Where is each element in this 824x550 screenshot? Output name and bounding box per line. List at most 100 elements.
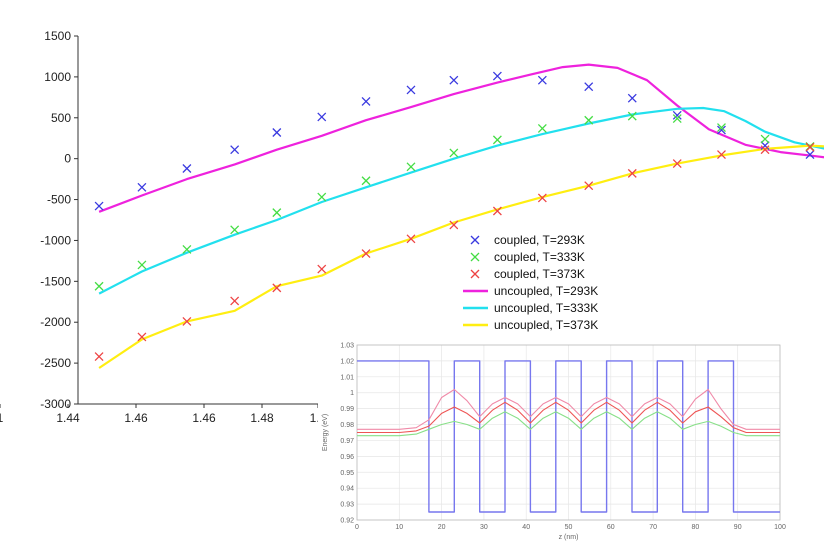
point-stroke [230,145,240,155]
inset-x-tick-label: 60 [607,524,615,531]
point-stroke [492,71,502,81]
inset-series-line [357,401,780,434]
point-stroke [717,125,726,135]
point-stroke [672,159,682,169]
y-tick-label: -3000 [40,397,71,411]
y-tick-label: -2500 [40,356,71,370]
point-stroke [230,296,240,306]
point-stroke [230,225,240,235]
point-stroke [137,332,147,342]
data-point [717,125,726,135]
series-line [98,63,824,213]
point-stroke [272,283,282,293]
y-tick-label: 1000 [44,70,71,84]
inset-x-tick-label: 20 [438,524,446,531]
legend-entry: coupled, T=293K [470,233,585,247]
y-tick-label: -1000 [40,233,71,247]
data-point [317,112,327,122]
legend-label: uncoupled, T=293K [494,284,598,298]
data-point [760,141,770,151]
legend-entry: coupled, T=373K [470,267,585,281]
point-stroke [182,164,192,173]
data-point [584,82,594,92]
data-point [537,123,547,133]
inset-x-tick-label: 80 [692,524,700,531]
legend-marker [470,269,480,279]
inset-y-tick-label: 0.96 [340,454,354,461]
data-point [584,115,594,125]
data-point [317,264,327,274]
inset-x-tick-label: 70 [649,524,657,531]
inset-y-tick-label: 0.93 [340,502,354,509]
point-stroke [272,208,282,218]
data-point [717,123,726,133]
data-point [94,281,104,291]
legend-marker [470,235,480,245]
inset-y-axis-title: Energy (eV) [322,414,329,451]
data-point [137,260,147,270]
point-stroke [137,182,147,192]
data-point [361,249,371,258]
data-point [672,159,682,169]
inset-y-tick-label: 1.02 [340,358,354,365]
data-point [406,234,416,244]
point-stroke [537,75,547,85]
data-point [94,352,104,362]
data-point [537,193,547,203]
legend-label: coupled, T=333K [494,250,585,264]
inset-y-tick-label: 0.97 [340,438,354,445]
y-tick-label: 1500 [44,29,71,43]
point-stroke [492,206,502,216]
point-stroke [406,234,416,244]
chart-legend: coupled, T=293K coupled, T=333K coupled, T… [458,224,648,342]
point-stroke [717,150,726,160]
data-point [760,134,770,144]
legend-box [458,224,648,342]
inset-series-line [357,411,780,437]
legend-label: coupled, T=293K [494,233,585,247]
point-stroke [182,244,192,254]
inset-x-tick-label: 90 [734,524,742,531]
inset-x-tick-label: 50 [565,524,573,531]
legend-marker [470,252,480,262]
point-stroke [672,110,682,120]
point-stroke [449,148,459,158]
point-stroke [94,281,104,291]
point-stroke [449,75,459,85]
data-point [805,150,815,160]
data-point [449,75,459,85]
data-point [449,148,459,158]
point-stroke [317,192,327,202]
data-point [672,114,682,124]
data-point [406,162,416,172]
inset-y-tick-label: 0.95 [340,470,354,477]
point-stroke [449,220,459,230]
point-stroke [537,193,547,203]
inset-y-tick-label: 1.03 [340,343,354,350]
inset-y-tick-label: 0.99 [340,406,354,413]
inset-x-tick-label: 40 [522,524,530,531]
inset-y-tick-label: 0.98 [340,422,354,429]
point-stroke [627,168,637,178]
data-point [627,168,637,178]
data-point [492,135,502,145]
data-point [760,145,770,155]
point-stroke [537,123,547,133]
point-stroke [317,264,327,274]
point-stroke [805,150,815,160]
point-stroke [361,176,371,186]
x-tick-label: 1 [0,411,4,425]
data-point [230,225,240,235]
point-stroke [94,352,104,362]
data-point [361,176,371,186]
point-stroke [137,260,147,270]
point-stroke [584,115,594,125]
inset-background [318,338,784,546]
data-point [272,208,282,218]
legend-entry: coupled, T=333K [470,250,585,264]
data-point [627,111,637,121]
x-tick-label: 1.48 [250,411,274,425]
inset-x-axis-title: z (nm) [559,534,579,541]
inset-x-tick-label: 0 [355,524,359,531]
inset-chart: 1.03 1.02 1.01 1 0.99 0.98 0.97 0.96 0.95 0.94 0.9… [318,338,786,546]
